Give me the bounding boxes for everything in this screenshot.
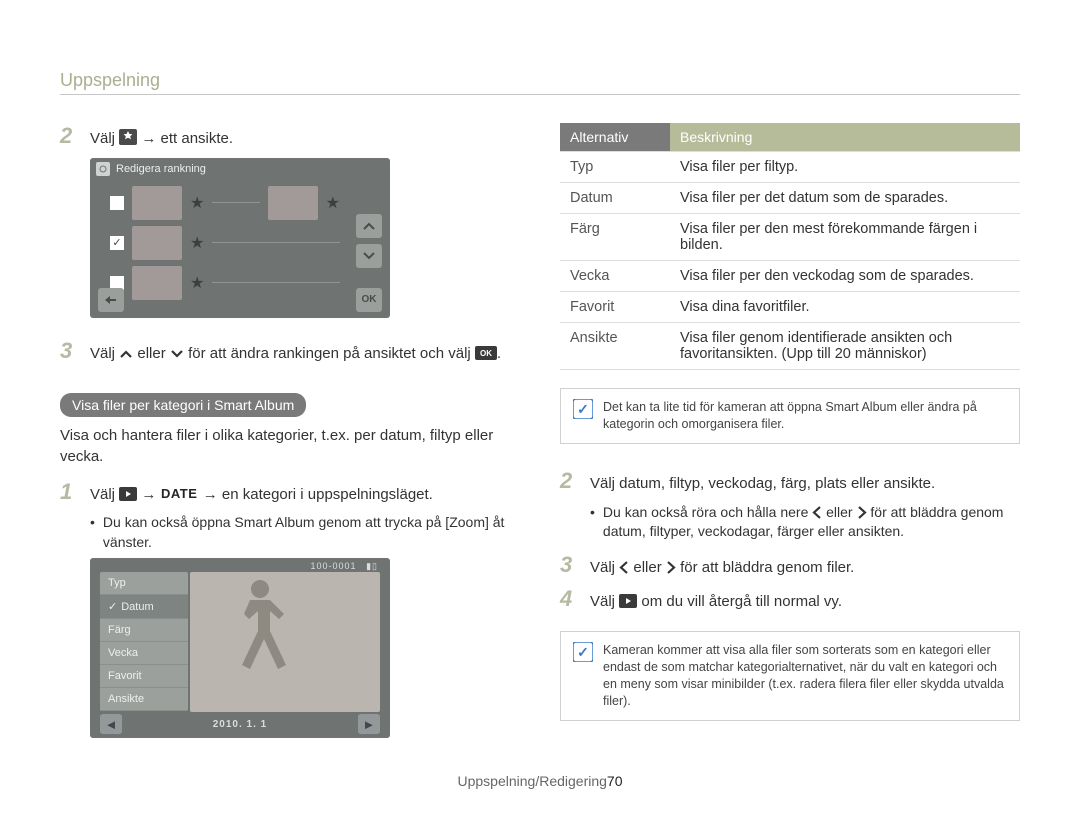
face-thumb xyxy=(132,226,182,260)
up-button[interactable] xyxy=(356,214,382,238)
step-4-right: 4 Välj om du vill återgå till normal vy. xyxy=(560,586,1020,613)
table-row: TypVisa ﬁler per ﬁltyp. xyxy=(560,152,1020,183)
note-text: Det kan ta lite tid för kameran att öppn… xyxy=(603,399,1007,433)
star-icon: ★ xyxy=(190,273,204,293)
face-thumb xyxy=(132,266,182,300)
text: → ett ansikte. xyxy=(141,130,233,147)
table-row: FavoritVisa dina favoritﬁler. xyxy=(560,292,1020,323)
note-text: Kameran kommer att visa alla ﬁler som so… xyxy=(603,642,1007,710)
face-thumb xyxy=(268,186,318,220)
svg-text:OK: OK xyxy=(480,349,492,358)
bullet: Du kan också röra och hålla nere eller f… xyxy=(590,503,1020,542)
menu-item[interactable]: Favorit xyxy=(100,665,188,688)
step-2-right: 2 Välj datum, filtyp, veckodag, färg, pl… xyxy=(560,468,1020,495)
step-1-left: 1 Välj → DATE → en kategori i uppspelnin… xyxy=(60,479,520,506)
star-person-icon xyxy=(119,129,137,145)
ok-button[interactable]: OK xyxy=(356,288,382,312)
right-column: Alternativ Beskrivning TypVisa ﬁler per … xyxy=(560,123,1020,758)
category-menu: Typ ✓ Datum Färg Vecka Favorit Ansikte xyxy=(100,572,188,711)
menu-item[interactable]: Typ xyxy=(100,572,188,595)
step-2-left: 2 Välj → ett ansikte. xyxy=(60,123,520,150)
info-icon: ✓ xyxy=(573,399,593,433)
table-row: VeckaVisa ﬁler per den veckodag som de s… xyxy=(560,261,1020,292)
star-icon: ★ xyxy=(190,233,204,253)
table-header: Alternativ xyxy=(560,123,670,152)
menu-item[interactable]: Ansikte xyxy=(100,688,188,711)
svg-text:✓: ✓ xyxy=(577,401,589,417)
play-icon xyxy=(619,594,637,608)
table-row: AnsikteVisa ﬁler genom identiﬁerade ansi… xyxy=(560,323,1020,370)
step-number: 1 xyxy=(60,479,80,505)
footer: Uppspelning/Redigering70 xyxy=(0,773,1080,789)
chevron-down-icon xyxy=(170,348,184,360)
chevron-left-icon xyxy=(619,561,629,574)
file-counter: 100-0001 xyxy=(311,561,357,571)
step-3-right: 3 Välj eller för att bläddra genom filer… xyxy=(560,552,1020,579)
ok-icon: OK xyxy=(475,346,497,360)
edit-ranking-screenshot: Redigera rankning ★ ★ ✓ ★ xyxy=(90,158,390,318)
table-row: FärgVisa ﬁler per den mest förekommande … xyxy=(560,214,1020,261)
check-icon: ✓ xyxy=(108,600,117,613)
chevron-left-icon xyxy=(812,506,822,519)
down-button[interactable] xyxy=(356,244,382,268)
step-number: 2 xyxy=(560,468,580,494)
checkbox-icon: ✓ xyxy=(110,236,124,250)
star-icon: ★ xyxy=(190,193,204,213)
preview-image xyxy=(190,572,380,712)
menu-item[interactable]: Färg xyxy=(100,619,188,642)
options-table: Alternativ Beskrivning TypVisa ﬁler per … xyxy=(560,123,1020,370)
smart-album-screenshot: 100-0001 ▮▯ Typ ✓ Datum Färg Vecka Favor… xyxy=(90,558,390,738)
play-icon xyxy=(119,487,137,501)
step-number: 3 xyxy=(560,552,580,578)
battery-icon: ▮▯ xyxy=(366,561,378,571)
note-box: ✓ Det kan ta lite tid för kameran att öp… xyxy=(560,388,1020,444)
step-3-left: 3 Välj eller för att ändra rankingen på … xyxy=(60,338,520,365)
table-row: DatumVisa ﬁler per det datum som de spar… xyxy=(560,183,1020,214)
date-label: 2010. 1. 1 xyxy=(213,719,267,730)
chevron-right-icon xyxy=(857,506,867,519)
left-column: 2 Välj → ett ansikte. Redigera rankning xyxy=(60,123,520,758)
step-number: 3 xyxy=(60,338,80,364)
table-header: Beskrivning xyxy=(670,123,1020,152)
subheading: Visa filer per kategori i Smart Album xyxy=(60,393,306,417)
menu-item-selected[interactable]: ✓ Datum xyxy=(100,595,188,619)
note-box: ✓ Kameran kommer att visa alla ﬁler som … xyxy=(560,631,1020,721)
back-button[interactable] xyxy=(98,288,124,312)
chevron-up-icon xyxy=(119,348,133,360)
bullet: Du kan också öppna Smart Album genom att… xyxy=(90,513,520,552)
section-title: Uppspelning xyxy=(60,70,1020,95)
checkbox-icon xyxy=(110,196,124,210)
svg-text:DATE: DATE xyxy=(161,487,197,501)
text: Välj xyxy=(90,130,115,147)
next-button[interactable]: ► xyxy=(358,714,380,734)
star-icon: ★ xyxy=(326,193,340,213)
menu-item[interactable]: Vecka xyxy=(100,642,188,665)
step-number: 2 xyxy=(60,123,80,149)
face-thumb xyxy=(132,186,182,220)
sim-title: Redigera rankning xyxy=(116,163,206,175)
prev-button[interactable]: ◄ xyxy=(100,714,122,734)
info-icon: ✓ xyxy=(573,642,593,710)
paragraph: Visa och hantera ﬁler i olika kategorier… xyxy=(60,425,520,467)
chevron-right-icon xyxy=(666,561,676,574)
svg-text:✓: ✓ xyxy=(577,644,589,660)
step-number: 4 xyxy=(560,586,580,612)
date-icon: DATE xyxy=(161,487,199,501)
